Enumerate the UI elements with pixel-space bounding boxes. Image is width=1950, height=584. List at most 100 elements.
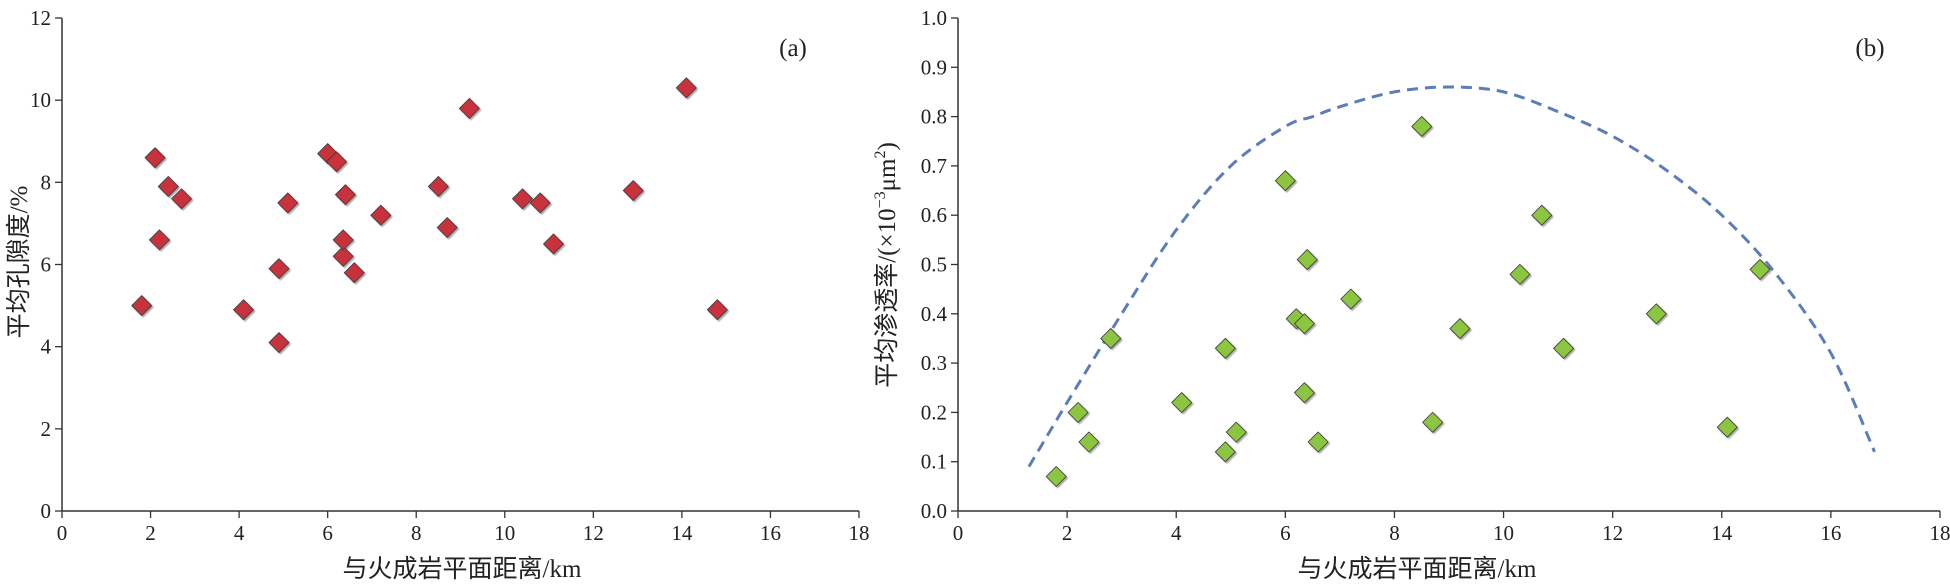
chart-a-data-point [170,188,193,210]
chart-b-y-tick-label: 1.0 [921,6,947,30]
chart-b-data-point [1553,337,1575,359]
chart-a-data-point [131,295,153,317]
chart-a-data-point [334,184,356,206]
chart-b-data-point [1067,401,1089,423]
chart-b-y-tick-label: 0.7 [921,154,947,178]
chart-b-data-point [1340,288,1362,310]
chart-b-x-tick-label: 6 [1280,521,1291,545]
chart-b-x-tick-label: 2 [1062,521,1073,545]
chart-b-y-title-end: ) [874,142,901,150]
chart-a-data-point [675,77,697,99]
chart-a-x-tick-label: 2 [145,521,156,545]
chart-b-x-tick-label: 14 [1711,521,1733,545]
chart-b-data-point [1100,327,1122,350]
chart-a-data-point [325,151,348,173]
chart-a-x-tick-label: 8 [411,521,422,545]
chart-a-data-point [157,175,179,198]
chart-b-y-title-sup2: 2 [872,151,889,159]
chart-a-x-tick-label: 4 [234,521,245,545]
chart-b-data-point [1716,416,1738,438]
chart-b-x-tick-label: 18 [1930,521,1950,545]
chart-a-x-tick-label: 10 [494,521,515,545]
chart-a-data-point [542,233,565,255]
chart-b-x-tick-label: 16 [1820,521,1841,545]
chart-a-y-tick-label: 8 [41,170,52,194]
chart-b-data-point [1749,258,1771,280]
chart-a-panel-label: (a) [779,35,807,62]
chart-a-x-tick-label: 14 [671,521,693,545]
chart-b-data-point [1214,441,1236,463]
chart-b-envelope-curve [1027,85,1876,468]
chart-b-data-point [1531,204,1553,226]
chart-a-ticks: 0 2 4 6 8 10 12 14 16 18 0 2 4 6 8 10 12 [30,6,870,545]
chart-b-x-tick-label: 4 [1171,521,1182,545]
chart-a-data-point [268,258,290,280]
chart-b-data-point [1509,263,1531,285]
chart-a-data-point [144,147,166,169]
chart-a-data-point [706,299,728,321]
chart-b-y-axis-title: 平均渗透率/(×10−3μm2) [872,142,901,388]
chart-b-y-title-sup1: −3 [872,191,889,208]
chart-a-data-point [511,188,534,210]
chart-b-y-tick-label: 0.6 [921,203,947,227]
chart-b-y-tick-label: 0.2 [921,400,947,424]
chart-b-data-point [1171,391,1193,414]
chart-b-data-point [1293,382,1315,404]
chart-a-x-tick-label: 0 [57,521,68,545]
chart-a: 0 2 4 6 8 10 12 14 16 18 0 2 4 6 8 10 12 (a) 与火成岩平面距离/km… [5,6,870,583]
chart-a-axes [61,18,859,512]
chart-a-data-point [622,179,644,202]
chart-b-y-tick-label: 0.0 [921,499,947,523]
chart-b-data-point [1045,465,1067,488]
chart-b-ticks: 0 2 4 6 8 10 12 14 16 18 0.0 0.1 0.2 0.3 0.4 0.5 0.6 0.7 0… [921,6,1950,545]
chart-a-data-point [370,204,392,226]
chart-b-y-tick-label: 0.1 [921,450,947,474]
chart-a-y-tick-label: 0 [41,499,52,523]
chart-b-y-tick-label: 0.8 [921,105,947,129]
chart-b-data-point [1214,337,1236,359]
chart-a-data-point [529,192,551,214]
chart-a-y-tick-label: 2 [41,417,52,441]
chart-a-y-tick-label: 12 [30,6,51,30]
chart-b-x-tick-label: 10 [1493,521,1514,545]
chart-b-y-title-unit: μm [874,158,901,191]
chart-a-data-point [148,229,170,251]
chart-b-x-tick-label: 8 [1389,521,1400,545]
chart-a-data-point [232,299,255,321]
chart-a-data-point [427,175,449,198]
chart-a-data-point [268,331,290,354]
chart-b-points [1045,115,1771,488]
chart-a-x-tick-label: 12 [583,521,604,545]
chart-a-data-point [332,245,354,267]
chart-b-data-point [1411,115,1433,138]
chart-a-data-point [277,192,299,214]
chart-a-y-tick-label: 10 [30,88,51,112]
chart-b-y-tick-label: 0.5 [921,253,947,277]
chart-b-data-point [1645,303,1667,325]
chart-a-data-point [458,97,480,119]
chart-a-data-point [436,216,458,239]
chart-b-x-tick-label: 12 [1602,521,1623,545]
chart-b-data-point [1296,249,1318,271]
chart-b-data-point [1422,411,1444,433]
chart-b-y-tick-label: 0.3 [921,351,947,375]
chart-a-points [131,77,728,354]
chart-a-y-tick-label: 4 [41,335,52,359]
chart-a-x-tick-label: 16 [760,521,781,545]
chart-a-data-point [332,229,354,251]
chart-b-x-tick-label: 0 [953,521,964,545]
chart-b-data-point [1274,170,1296,192]
chart-a-x-axis-title: 与火成岩平面距离/km [343,555,582,583]
chart-a-y-tick-label: 6 [41,253,52,277]
chart-a-y-axis-title: 平均孔隙度/% [5,186,33,339]
chart-b-data-point [1307,431,1329,453]
chart-b-y-title-main: 平均渗透率/(×10 [873,208,901,387]
chart-a-x-tick-label: 18 [849,521,870,545]
chart-b: 0 2 4 6 8 10 12 14 16 18 0.0 0.1 0.2 0.3 0.4 0.5 0.6 0.7 0… [872,6,1950,583]
chart-a-data-point [343,262,365,284]
chart-b-data-point [1293,313,1315,335]
chart-b-data-point [1225,421,1247,443]
chart-b-data-point [1449,318,1471,340]
chart-b-x-axis-title: 与火成岩平面距离/km [1298,555,1537,583]
